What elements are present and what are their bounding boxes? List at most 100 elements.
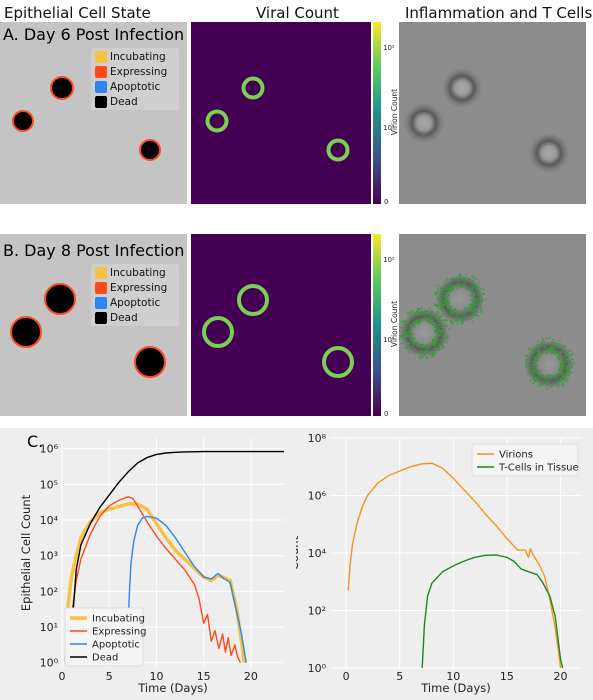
tcell-dot xyxy=(440,302,443,305)
tcell-dot xyxy=(455,287,458,290)
tcell-dot xyxy=(446,286,448,289)
tcell-dot xyxy=(481,293,484,296)
tcell-dot xyxy=(531,368,534,371)
tcell-dot xyxy=(439,286,442,289)
legend-label: Incubating xyxy=(92,614,145,625)
dead-cell-cluster xyxy=(134,346,166,378)
tcell-dot xyxy=(552,347,555,350)
tcell-dot xyxy=(422,317,425,320)
y-tick-label: 10⁸ xyxy=(308,432,327,445)
legend-swatch-expressing xyxy=(95,281,107,294)
tcell-dot xyxy=(470,304,473,307)
x-tick-label: 20 xyxy=(244,670,258,683)
tcell-dot xyxy=(565,354,567,357)
tcell-dot xyxy=(550,346,553,348)
tcell-dot xyxy=(547,378,549,380)
tcell-dot xyxy=(470,318,472,321)
row-b-label: B. Day 8 Post Infection xyxy=(3,241,185,260)
tcell-dot xyxy=(451,286,454,289)
tcell-dot xyxy=(478,281,481,284)
tcell-dot xyxy=(527,372,530,375)
tcell-dot xyxy=(447,336,450,339)
tcell-dot xyxy=(439,307,442,310)
tcell-dot xyxy=(429,307,431,310)
tcell-dot xyxy=(411,341,413,343)
tcell-dot xyxy=(569,367,572,369)
tcell-dot xyxy=(559,362,562,365)
tcell-dot xyxy=(569,371,572,373)
row-b-viral-panel xyxy=(191,234,371,416)
series-line-virions xyxy=(347,462,562,669)
tcell-dot xyxy=(437,284,440,287)
tcell-dot xyxy=(462,285,465,288)
tcell-dot xyxy=(442,328,445,330)
tcell-dot xyxy=(544,345,547,348)
tcell-dot xyxy=(437,334,439,337)
tcell-dot xyxy=(564,345,567,348)
tcell-dot xyxy=(425,350,428,353)
tcell-dot xyxy=(541,338,544,340)
tcell-dot xyxy=(399,330,401,332)
tcell-dot xyxy=(539,355,541,358)
tcell-dot xyxy=(563,367,565,370)
tcell-dot xyxy=(471,320,474,323)
tcell-dot xyxy=(444,292,447,295)
tcell-dot xyxy=(432,323,435,326)
tcell-dot xyxy=(548,346,551,349)
tcell-dot xyxy=(550,341,553,344)
tcell-dot xyxy=(474,284,477,286)
tcell-dot xyxy=(540,353,542,356)
tcell-dot xyxy=(529,379,532,382)
tcell-dot xyxy=(471,275,474,278)
tcell-dot xyxy=(472,294,475,297)
tcell-dot xyxy=(460,277,463,280)
tcell-dot xyxy=(471,308,473,311)
legend-swatch-dead xyxy=(95,95,107,108)
tcell-dot xyxy=(425,356,428,359)
tcell-dot xyxy=(469,278,472,281)
tcell-dot xyxy=(531,350,534,352)
tcell-dot xyxy=(414,348,417,351)
tcell-dot xyxy=(450,278,452,281)
tcell-dot xyxy=(452,284,454,287)
tcell-dot xyxy=(455,316,458,318)
tcell-dot xyxy=(415,341,417,344)
tcell-dot xyxy=(420,307,423,310)
tcell-dot xyxy=(443,280,446,283)
tcell-dot xyxy=(442,291,444,294)
tcell-dot xyxy=(480,287,483,290)
legend-swatch-expressing xyxy=(95,65,107,78)
tcell-dot xyxy=(419,345,421,348)
tcell-dot xyxy=(573,361,575,364)
tcell-dot xyxy=(552,350,555,353)
chart-legend xyxy=(471,443,579,477)
tcell-dot xyxy=(436,305,439,308)
tcell-dot xyxy=(447,285,450,288)
tcell-dot xyxy=(406,341,409,344)
tcell-dot xyxy=(434,346,437,349)
tcell-dot xyxy=(431,311,433,314)
tcell-dot xyxy=(450,319,453,322)
tcell-dot xyxy=(541,344,544,347)
tcell-dot xyxy=(442,307,445,310)
tcell-dot xyxy=(412,342,415,345)
tcell-dot xyxy=(566,353,569,356)
tcell-dot xyxy=(470,289,473,291)
tcell-dot xyxy=(529,347,531,349)
tcell-dot xyxy=(468,310,471,313)
tcell-dot xyxy=(555,382,558,385)
tcell-dot xyxy=(530,368,533,371)
y-tick-label: 10² xyxy=(308,605,326,618)
legend-label: Apoptotic xyxy=(110,296,161,309)
tcell-dot xyxy=(450,310,453,312)
tcell-dot xyxy=(404,322,407,325)
tcell-dot xyxy=(441,289,444,292)
tcell-dot xyxy=(400,342,403,345)
x-tick-label: 0 xyxy=(59,670,66,683)
y-axis-label: Epithelial Cell Count xyxy=(19,494,33,611)
virion-ring xyxy=(241,76,265,100)
tcell-dot xyxy=(407,312,410,315)
tcell-dot xyxy=(471,287,474,290)
tcell-dot xyxy=(412,309,414,312)
tcell-dot xyxy=(540,374,543,377)
